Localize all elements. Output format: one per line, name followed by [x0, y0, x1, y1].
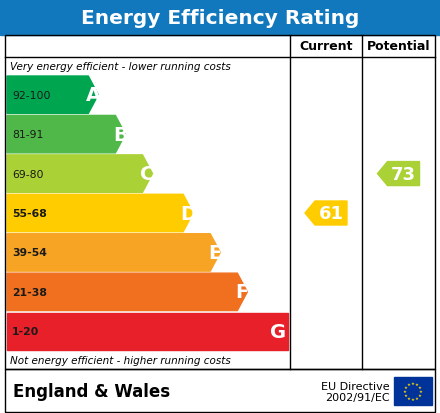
- Text: ★: ★: [404, 385, 408, 389]
- Polygon shape: [305, 202, 347, 225]
- Text: B: B: [113, 125, 128, 144]
- Polygon shape: [7, 313, 288, 350]
- Text: A: A: [86, 86, 101, 105]
- Bar: [5, 369, 435, 412]
- Text: Not energy efficient - higher running costs: Not energy efficient - higher running co…: [10, 355, 231, 365]
- Text: G: G: [270, 322, 286, 341]
- Text: ★: ★: [415, 382, 419, 386]
- Text: C: C: [140, 165, 155, 184]
- Polygon shape: [7, 195, 193, 232]
- Polygon shape: [7, 116, 125, 154]
- Text: EU Directive: EU Directive: [321, 381, 390, 391]
- Text: 55-68: 55-68: [12, 209, 47, 218]
- Text: ★: ★: [404, 393, 408, 397]
- Text: Current: Current: [299, 40, 353, 53]
- Text: 81-91: 81-91: [12, 130, 44, 140]
- Polygon shape: [7, 234, 220, 271]
- Bar: [0, 0, 440, 36]
- Text: Energy Efficiency Rating: Energy Efficiency Rating: [81, 9, 359, 27]
- Text: ★: ★: [411, 381, 415, 385]
- Text: 39-54: 39-54: [12, 248, 47, 258]
- Polygon shape: [7, 273, 247, 311]
- Text: F: F: [236, 282, 249, 301]
- Polygon shape: [378, 162, 419, 186]
- Text: 2002/91/EC: 2002/91/EC: [325, 392, 390, 402]
- Text: England & Wales: England & Wales: [13, 382, 170, 400]
- Text: ★: ★: [419, 389, 423, 393]
- Text: ★: ★: [415, 396, 419, 400]
- Polygon shape: [7, 155, 153, 193]
- Text: Very energy efficient - lower running costs: Very energy efficient - lower running co…: [10, 62, 231, 72]
- Text: E: E: [209, 243, 222, 262]
- Text: Potential: Potential: [367, 40, 430, 53]
- Text: 92-100: 92-100: [12, 90, 51, 100]
- Text: 1-20: 1-20: [12, 327, 39, 337]
- Text: 21-38: 21-38: [12, 287, 47, 297]
- Text: 69-80: 69-80: [12, 169, 44, 179]
- Text: 73: 73: [391, 165, 416, 183]
- Text: 61: 61: [319, 204, 344, 223]
- Text: ★: ★: [418, 393, 422, 397]
- Bar: [5, 36, 435, 369]
- Polygon shape: [7, 77, 98, 114]
- Text: ★: ★: [411, 397, 415, 401]
- Text: D: D: [180, 204, 196, 223]
- Text: ★: ★: [407, 382, 411, 386]
- Text: ★: ★: [407, 396, 411, 400]
- Text: ★: ★: [403, 389, 407, 393]
- Bar: [394, 377, 432, 405]
- Text: ★: ★: [418, 385, 422, 389]
